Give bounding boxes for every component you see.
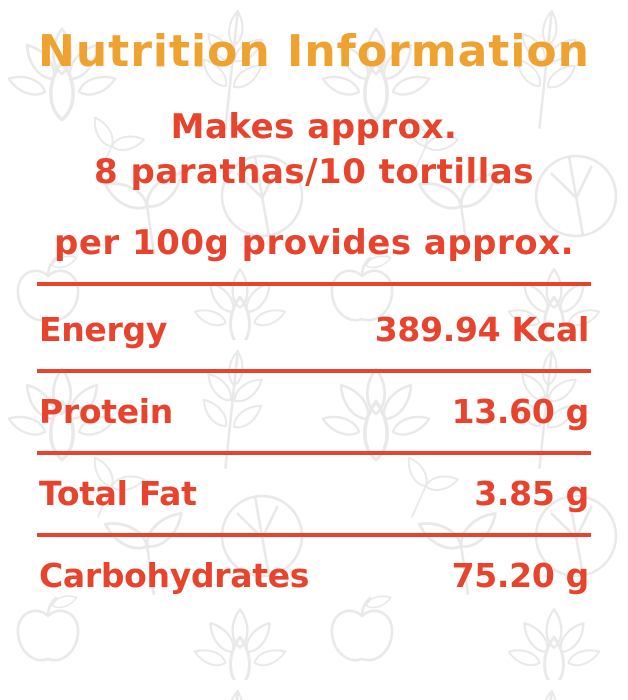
nutrient-label: Carbohydrates xyxy=(39,556,310,595)
table-row-energy: Energy 389.94 Kcal xyxy=(37,286,591,373)
table-row-protein: Protein 13.60 g xyxy=(37,373,591,455)
nutrient-value: 389.94 Kcal xyxy=(374,310,590,349)
nutrient-label: Protein xyxy=(39,392,173,431)
table-row-carbohydrates: Carbohydrates 75.20 g xyxy=(37,537,591,615)
table-row-total-fat: Total Fat 3.85 g xyxy=(37,455,591,537)
serving-note: Makes approx. 8 parathas/10 tortillas xyxy=(0,105,628,195)
nutrient-value: 3.85 g xyxy=(474,474,589,513)
serving-note-line2: 8 parathas/10 tortillas xyxy=(94,152,534,192)
page-title: Nutrition Information xyxy=(38,26,590,77)
nutrient-value: 13.60 g xyxy=(451,392,590,431)
nutrition-table: Energy 389.94 Kcal Protein 13.60 g Total… xyxy=(37,282,591,615)
per-100g-note: per 100g provides approx. xyxy=(54,223,574,263)
nutrient-label: Total Fat xyxy=(39,474,197,513)
nutrient-value: 75.20 g xyxy=(451,556,590,595)
serving-note-line1: Makes approx. xyxy=(170,107,458,147)
nutrient-label: Energy xyxy=(39,310,168,349)
